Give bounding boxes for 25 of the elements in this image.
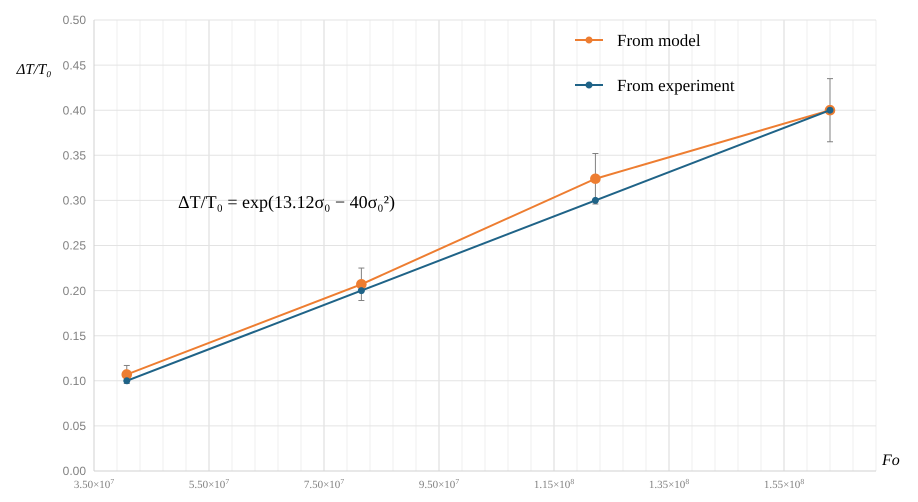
y-tick-label: 0.15: [62, 328, 86, 343]
x-tick-label: 1.15×10$^{8}$: [534, 476, 574, 491]
x-tick-label: 5.50×10$^{7}$: [188, 476, 230, 491]
y-tick-label: 0.20: [62, 284, 86, 298]
y-tick-label: 0.35: [62, 148, 86, 162]
x-tick-label: 1.55×10$^{8}$: [764, 476, 804, 491]
y-tick-label: 0.40: [62, 103, 86, 118]
y-tick-label: 0.50: [62, 13, 86, 28]
x-tick-label: 3.50×10$^{7}$: [74, 476, 114, 491]
legend-label: From experiment: [617, 76, 735, 95]
legend-label: From model: [617, 30, 701, 50]
annotation: ΔT/T₀ = exp(13.12σ₀ − 40σ₀²): [178, 192, 395, 212]
x-tick-label: 1.35×10$^{8}$: [648, 476, 690, 491]
x-tick-label: 9.50×10$^{7}$: [418, 476, 460, 491]
point: [358, 287, 365, 294]
y-tick-label: 0.30: [62, 194, 86, 208]
x-tick-label: 7.50×10$^{7}$: [304, 476, 344, 491]
y-tick-label: 0.45: [62, 58, 86, 72]
y-tick-label: 0.25: [62, 238, 86, 253]
point: [590, 173, 601, 184]
x-axis-title: Fo: [881, 452, 900, 469]
y-tick-label: 0.10: [62, 374, 86, 388]
y-tick-label: 0.05: [62, 419, 86, 434]
y-tick-label: 0.00: [62, 464, 86, 478]
y-axis-title: ΔT/T₀: [16, 62, 52, 78]
